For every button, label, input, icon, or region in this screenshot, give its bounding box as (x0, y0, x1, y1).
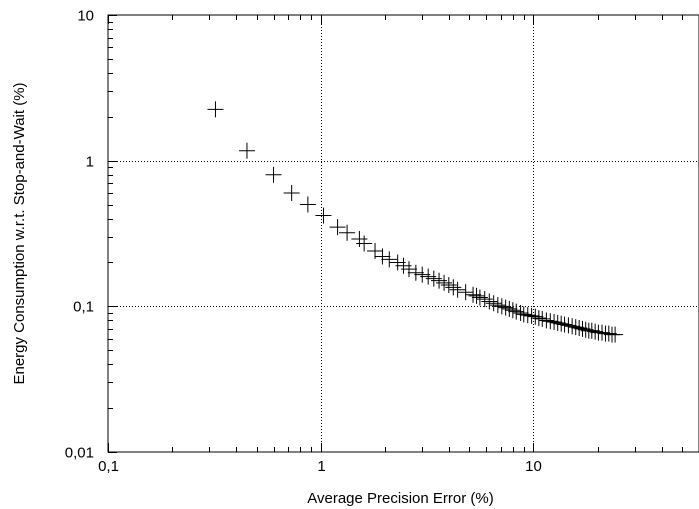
x-tick-label: 0,1 (98, 458, 119, 475)
data-point (238, 142, 255, 159)
data-point (465, 286, 482, 303)
data-point (549, 314, 566, 331)
data-point (538, 312, 555, 329)
data-point (527, 308, 544, 325)
data-point (207, 101, 224, 118)
x-axis-title: Average Precision Error (%) (307, 490, 493, 507)
data-point (497, 299, 514, 316)
data-point (512, 304, 529, 321)
data-point (339, 224, 356, 241)
data-point (414, 266, 431, 283)
data-point (534, 310, 551, 327)
data-point (493, 298, 510, 315)
data-point (401, 261, 418, 278)
data-point (374, 248, 391, 265)
data-point (574, 320, 591, 337)
data-point (560, 317, 577, 334)
y-tick-label: 0,01 (65, 445, 94, 462)
data-point (530, 310, 547, 327)
x-tick-label: 10 (525, 458, 542, 475)
data-point (571, 320, 588, 337)
data-point (556, 316, 573, 333)
data-point (299, 196, 316, 213)
data-point (564, 318, 581, 335)
x-tick-label: 1 (317, 458, 325, 475)
data-point (283, 184, 300, 201)
data-point (436, 274, 453, 291)
data-point (519, 307, 536, 324)
data-points (207, 101, 624, 343)
data-point (508, 303, 525, 320)
data-point (445, 279, 462, 296)
data-point (607, 326, 624, 343)
data-point (600, 325, 617, 342)
data-point (546, 314, 563, 331)
data-point (356, 235, 373, 252)
data-point (468, 287, 485, 304)
data-point (515, 306, 532, 323)
y-tick-label: 10 (77, 8, 94, 25)
data-point (587, 323, 604, 340)
data-point (381, 251, 398, 268)
data-point (594, 324, 611, 341)
y-tick-label: 0,1 (73, 299, 94, 316)
data-point (449, 281, 466, 298)
data-point (504, 302, 521, 319)
data-point (440, 277, 457, 294)
data-point (476, 291, 493, 308)
data-point (489, 297, 506, 314)
data-point (523, 307, 540, 324)
data-point (481, 293, 498, 310)
plot-frame (107, 14, 699, 453)
data-point (457, 284, 474, 301)
data-point (265, 166, 282, 183)
data-point (471, 289, 488, 306)
data-point (567, 319, 584, 336)
data-point (315, 207, 332, 224)
data-point (577, 321, 594, 338)
data-point (329, 219, 346, 236)
data-point (583, 322, 600, 339)
data-point (407, 264, 424, 281)
data-point (389, 254, 406, 271)
data-point (553, 315, 570, 332)
y-axis-title: Energy Consumption w.r.t. Stop-and-Wait … (11, 82, 28, 384)
data-point (542, 313, 559, 330)
data-point (485, 295, 502, 312)
y-tick-label: 1 (86, 154, 94, 171)
data-point (351, 230, 368, 247)
data-point (501, 300, 518, 317)
grid-lines (108, 15, 699, 452)
